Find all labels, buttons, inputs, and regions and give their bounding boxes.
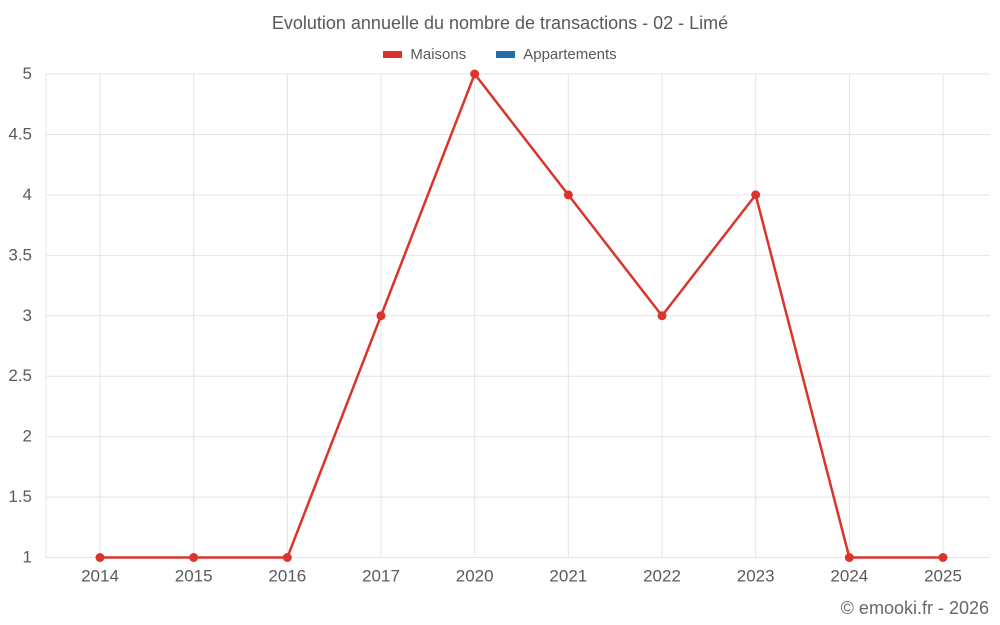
- svg-text:2014: 2014: [81, 567, 119, 586]
- svg-text:2023: 2023: [737, 567, 775, 586]
- svg-text:5: 5: [23, 64, 32, 83]
- svg-text:2024: 2024: [830, 567, 868, 586]
- svg-text:3: 3: [23, 306, 32, 325]
- svg-text:1: 1: [23, 548, 32, 567]
- svg-text:3.5: 3.5: [8, 245, 32, 264]
- svg-text:2017: 2017: [362, 567, 400, 586]
- svg-text:2.5: 2.5: [8, 366, 32, 385]
- svg-text:2020: 2020: [456, 567, 494, 586]
- svg-text:2025: 2025: [924, 567, 962, 586]
- svg-text:1.5: 1.5: [8, 487, 32, 506]
- svg-text:2022: 2022: [643, 567, 681, 586]
- svg-text:2015: 2015: [175, 567, 213, 586]
- svg-text:2021: 2021: [549, 567, 587, 586]
- svg-text:4: 4: [23, 185, 32, 204]
- svg-text:2016: 2016: [268, 567, 306, 586]
- svg-text:4.5: 4.5: [8, 124, 32, 143]
- svg-text:2: 2: [23, 427, 32, 446]
